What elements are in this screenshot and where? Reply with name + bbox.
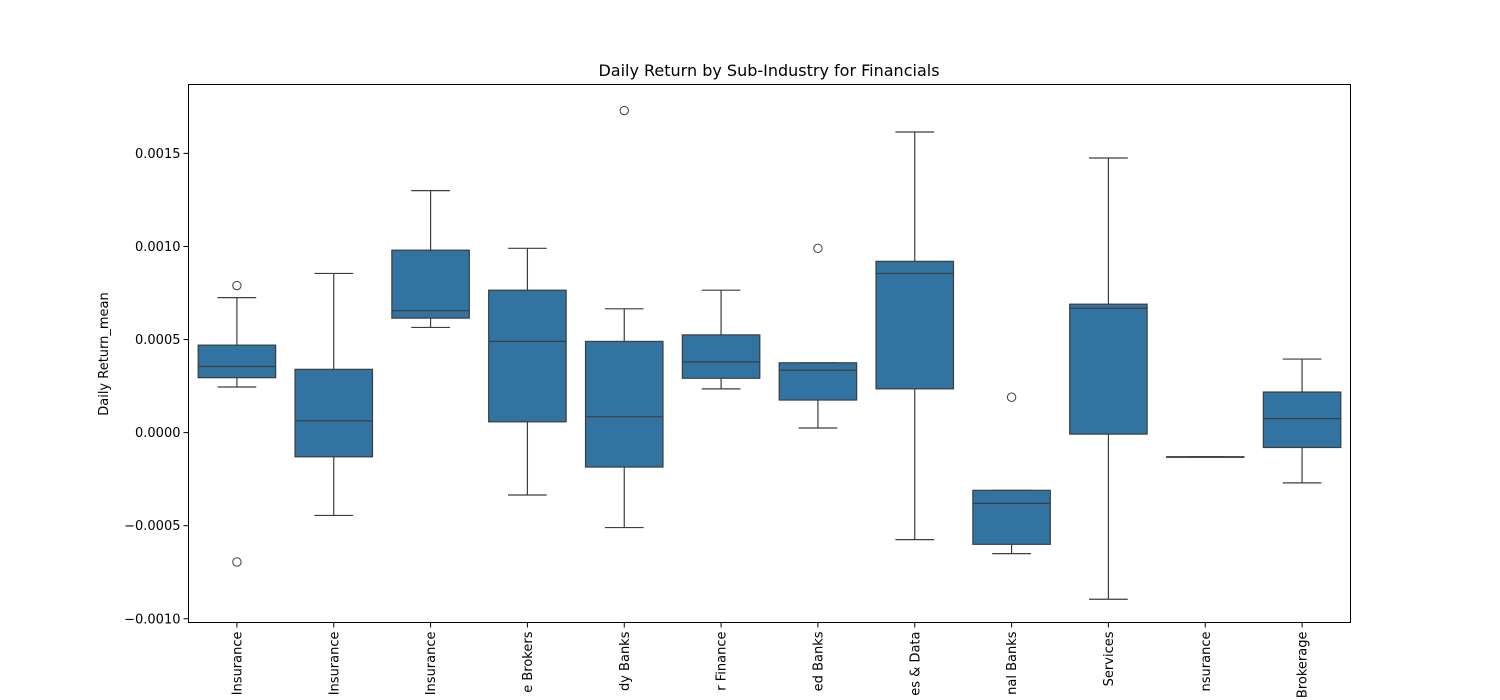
box [488,289,567,423]
y-tick-label: −0.0005 [124,519,180,534]
box-group [197,280,277,567]
x-tick-label: Insurance [424,631,439,695]
box [1069,303,1148,435]
box-group [1262,358,1342,484]
box-group [1165,456,1245,458]
box-group [294,272,374,517]
y-axis-label: Daily Return_mean [97,292,112,416]
y-tick-label: 0.0000 [135,426,181,441]
box [391,249,470,319]
x-tick-label: Services [1102,631,1117,686]
outlier-point [1006,392,1017,402]
x-tick-label: es & Data [908,632,923,696]
x-tick-label: dy Banks [618,631,633,691]
x-tick-label: nsurance [1199,632,1214,692]
x-tick-label: nal Banks [1005,631,1020,695]
plot-area: −0.0010 −0.0005 0.0000 0.0005 0.0010 0.0015 In… [124,105,1342,699]
outlier-point [232,280,242,291]
box-group [584,105,664,529]
x-tick-label: ed Banks [811,631,826,691]
x-tick-label: Insurance [230,631,245,695]
box-group [972,392,1051,555]
y-tick-label: −0.0010 [124,612,180,627]
box [197,344,277,379]
box [778,362,858,401]
plot-frame [188,84,1351,623]
y-tick-label: 0.0010 [135,240,181,255]
box [1262,391,1342,449]
x-tick-label: r Finance [715,632,730,691]
y-tick-label: 0.0015 [135,147,181,162]
box [681,334,761,379]
box-group [778,243,858,429]
box [294,368,374,458]
box-group [391,190,470,329]
x-tick-label: e Brokers [521,631,536,692]
chart-title: Daily Return by Sub-Industry for Financi… [598,61,939,80]
box-group [488,247,567,496]
box-group [1069,157,1148,600]
x-tick-label: Insurance [327,631,342,695]
y-tick-label: 0.0005 [135,333,181,348]
box [584,340,664,468]
x-tick-label: Brokerage [1296,632,1311,699]
box-group [875,131,955,541]
box-group [681,289,761,390]
box [875,260,955,390]
outlier-point [232,557,242,567]
box [972,489,1051,545]
outlier-point [619,105,629,116]
outlier-point [813,243,823,254]
